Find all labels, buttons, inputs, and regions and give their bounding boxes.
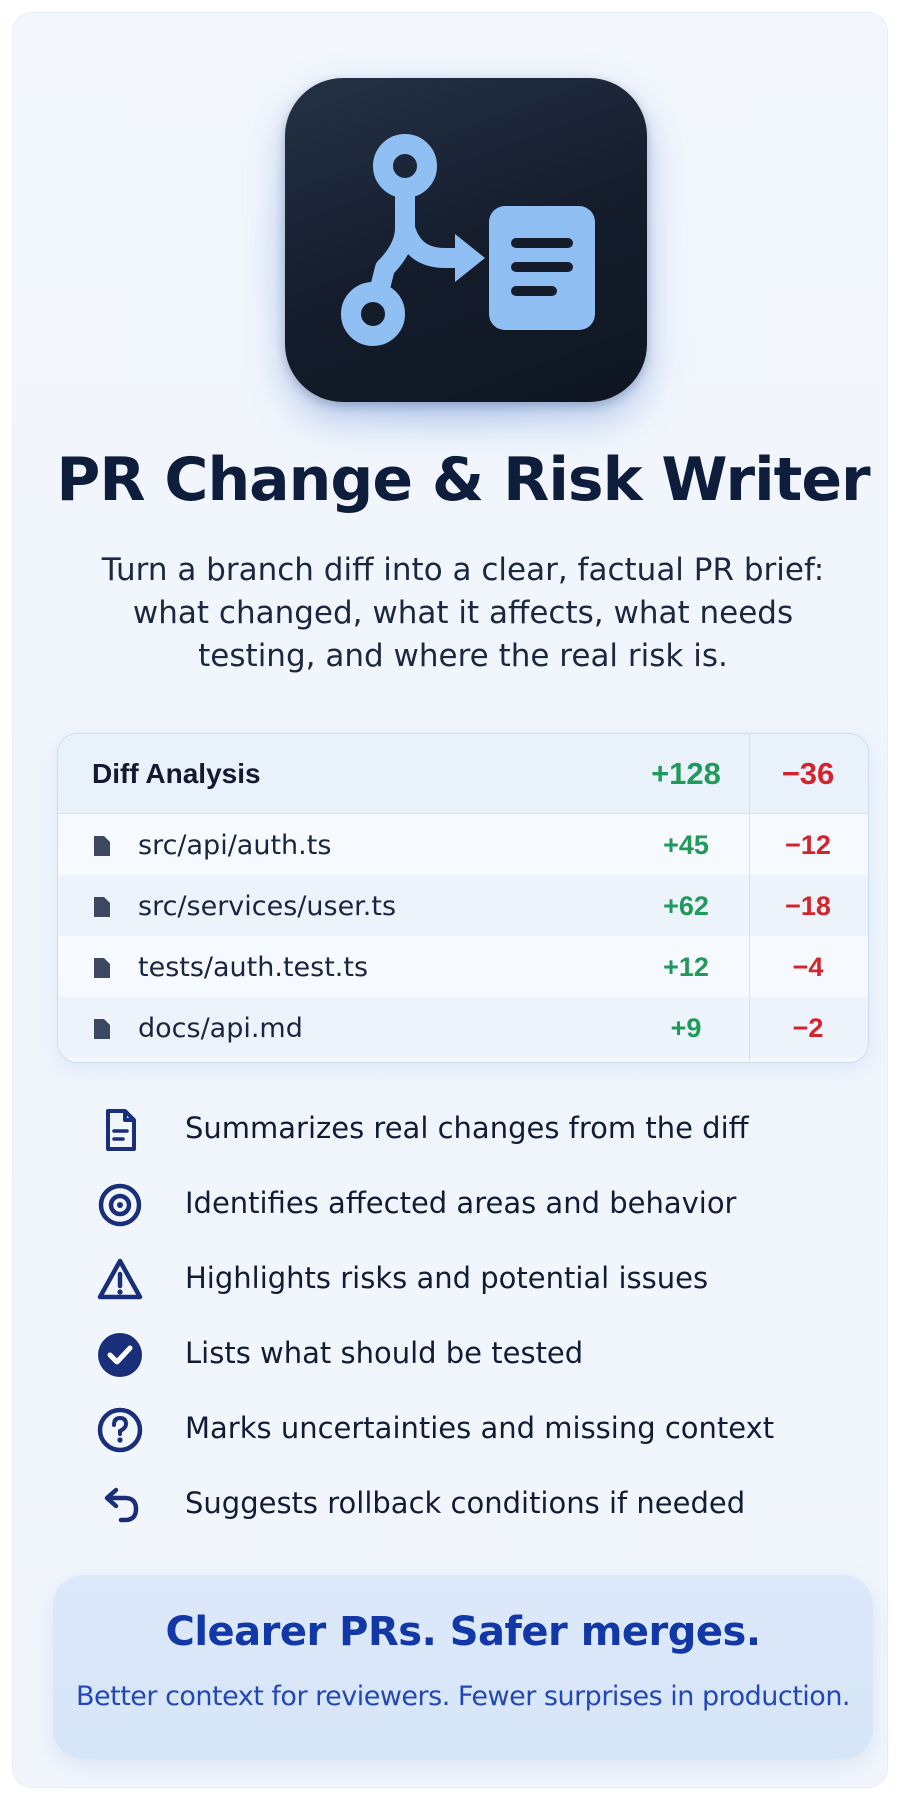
check-circle-icon [98, 1333, 142, 1377]
diff-file-row[interactable]: docs/api.md +9 −2 [58, 997, 868, 1058]
file-icon [94, 958, 110, 978]
app-icon [285, 78, 647, 402]
feature-label: Marks uncertainties and missing context [185, 1411, 775, 1445]
diff-file-added: +62 [663, 891, 709, 921]
banner-title: Clearer PRs. Safer merges. [165, 1609, 761, 1655]
document-icon [106, 1109, 136, 1151]
diff-file-added: +45 [663, 830, 709, 860]
page-subtitle: Turn a branch diff into a clear, factual… [101, 552, 825, 674]
feature-item: Lists what should be tested [13, 1320, 900, 1390]
banner-subtitle: Better context for reviewers. Fewer surp… [75, 1681, 851, 1712]
diff-file-name: tests/auth.test.ts [138, 952, 369, 983]
feature-item: Marks uncertainties and missing context [13, 1395, 900, 1465]
question-circle-icon [97, 1407, 143, 1453]
diff-file-row[interactable]: src/api/auth.ts +45 −12 [58, 814, 868, 875]
diff-file-name: src/api/auth.ts [138, 830, 332, 861]
file-icon [94, 897, 110, 917]
feature-item: Suggests rollback conditions if needed [13, 1470, 900, 1540]
target-icon [98, 1183, 142, 1227]
diff-file-row[interactable]: src/services/user.ts +62 −18 [58, 875, 868, 936]
branch-to-document-icon [341, 134, 595, 346]
feature-item: Summarizes real changes from the diff [13, 1095, 900, 1165]
tagline-banner: Clearer PRs. Safer merges. Better contex… [53, 1575, 873, 1759]
feature-label: Summarizes real changes from the diff [185, 1111, 749, 1145]
diff-file-added: +9 [670, 1013, 702, 1043]
diff-file-removed: −12 [785, 830, 831, 860]
diff-file-removed: −4 [792, 952, 824, 982]
diff-column-divider [749, 734, 750, 1062]
diff-header: Diff Analysis +128 −36 [58, 734, 868, 814]
feature-label: Suggests rollback conditions if needed [185, 1486, 746, 1520]
diff-analysis-card: Diff Analysis +128 −36 src/api/auth.ts +… [57, 733, 869, 1063]
diff-title: Diff Analysis [92, 758, 261, 789]
page-title: PR Change & Risk Writer [56, 445, 870, 515]
file-icon [94, 836, 110, 856]
diff-total-removed: −36 [781, 756, 835, 791]
feature-label: Identifies affected areas and behavior [185, 1186, 737, 1220]
file-icon [94, 1019, 110, 1039]
feature-label: Highlights risks and potential issues [185, 1261, 709, 1295]
feature-item: Highlights risks and potential issues [13, 1245, 900, 1315]
feature-label: Lists what should be tested [185, 1336, 584, 1370]
diff-file-removed: −18 [785, 891, 831, 921]
diff-file-name: docs/api.md [138, 1013, 303, 1044]
diff-file-removed: −2 [792, 1013, 824, 1043]
page-card: PR Change & Risk Writer Turn a branch di… [12, 12, 888, 1788]
feature-item: Identifies affected areas and behavior [13, 1170, 900, 1240]
diff-file-name: src/services/user.ts [138, 891, 397, 922]
undo-arrow-icon [104, 1487, 139, 1523]
warning-icon [97, 1258, 143, 1300]
diff-file-row[interactable]: tests/auth.test.ts +12 −4 [58, 936, 868, 997]
diff-file-added: +12 [663, 952, 709, 982]
diff-total-added: +128 [651, 756, 721, 791]
